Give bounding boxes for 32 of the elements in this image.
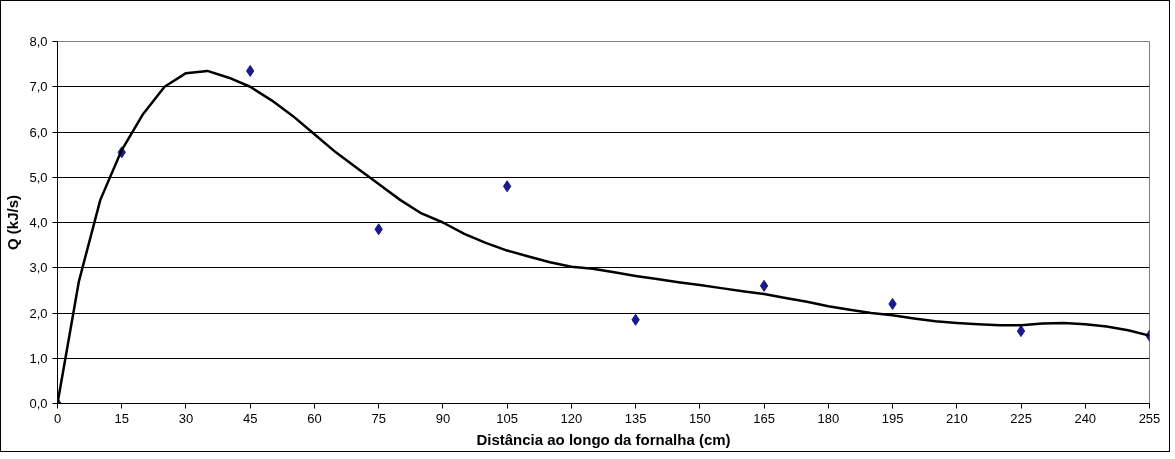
- y-tick-label: 7,0: [29, 79, 48, 95]
- point: [759, 279, 769, 292]
- point: [502, 180, 512, 193]
- x-tick-label: 45: [242, 410, 258, 426]
- x-tick-label: 165: [753, 410, 775, 426]
- x-tick-label: 180: [817, 410, 840, 426]
- y-axis-title: Q (kJ/s): [4, 194, 22, 251]
- x-tick-label: 90: [435, 410, 451, 426]
- y-tick-label: 8,0: [29, 34, 48, 49]
- y-tick-label: 0,0: [29, 396, 48, 411]
- y-tick-label: 5,0: [29, 169, 48, 185]
- x-tick-label: 75: [371, 410, 386, 426]
- x-tick-label: 240: [1074, 410, 1097, 426]
- y-tick-label: 6,0: [29, 124, 48, 140]
- x-tick-label: 195: [881, 410, 904, 426]
- x-tick-label: 150: [689, 410, 711, 426]
- x-tick-label: 15: [114, 410, 129, 426]
- x-tick-label: 0: [53, 410, 62, 426]
- x-tick-label: 105: [496, 410, 519, 426]
- x-tick-label: 135: [624, 410, 647, 426]
- y-tick-label: 3,0: [29, 260, 48, 276]
- point: [1016, 325, 1026, 338]
- y-tick-label: 1,0: [29, 350, 48, 366]
- x-axis-title: Distância ao longo da fornalha (cm): [476, 430, 731, 448]
- y-tick-label: 2,0: [29, 305, 48, 321]
- x-tick-label: 60: [307, 410, 322, 426]
- x-tick-label: 30: [178, 410, 194, 426]
- x-tick-label: 120: [560, 410, 583, 426]
- x-tick-label: 225: [1010, 410, 1032, 426]
- x-tick-label: 255: [1138, 410, 1161, 426]
- y-tick-label: 4,0: [29, 215, 48, 230]
- x-tick-label: 210: [945, 410, 968, 426]
